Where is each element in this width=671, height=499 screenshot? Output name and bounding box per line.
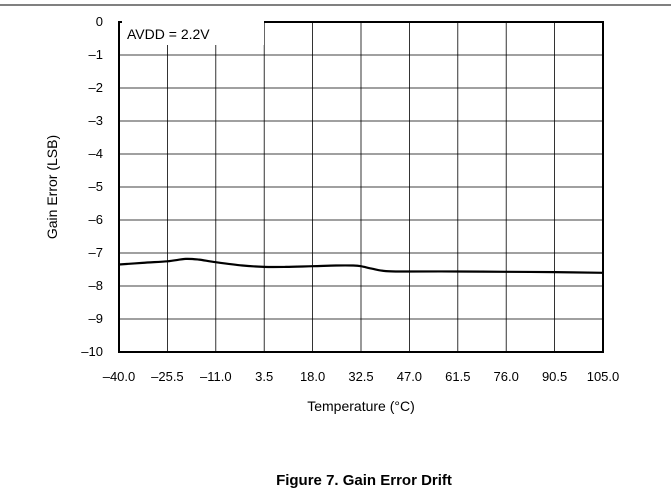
- x-tick-label: 3.5: [255, 369, 273, 384]
- x-tick-label: 32.5: [348, 369, 373, 384]
- x-tick-label: 105.0: [587, 369, 620, 384]
- x-tick-label: 18.0: [300, 369, 325, 384]
- series-group: [118, 257, 604, 274]
- x-tick-label: –40.0: [103, 369, 136, 384]
- grid: [119, 22, 603, 352]
- y-tick-label: –6: [89, 212, 103, 227]
- y-tick-label: –4: [89, 146, 103, 161]
- y-tick-label: –3: [89, 113, 103, 128]
- x-tick-label: –25.5: [151, 369, 184, 384]
- x-axis-title: Temperature (°C): [307, 398, 415, 414]
- y-tick-label: –10: [81, 344, 103, 359]
- annotation-group: AVDD = 2.2V: [122, 21, 264, 45]
- x-tick-label: 76.0: [494, 369, 519, 384]
- y-tick-label: –2: [89, 80, 103, 95]
- plot-frame: [118, 21, 604, 353]
- plot-border: [118, 21, 604, 353]
- figure-caption: Figure 7. Gain Error Drift: [276, 472, 452, 489]
- x-tick-label: –11.0: [200, 369, 232, 384]
- annotation-background: [122, 21, 264, 45]
- y-tick-labels: 0 –1 –2 –3 –4 –5 –6 –7 –8 –9 –10: [81, 14, 103, 359]
- y-tick-label: –8: [89, 278, 103, 293]
- x-tick-label: 47.0: [397, 369, 422, 384]
- x-tick-labels: –40.0 –25.5 –11.0 3.5 18.0 32.5 47.0 61.5 76.0 90…: [103, 369, 620, 384]
- annotation-label: AVDD = 2.2V: [127, 26, 210, 42]
- y-tick-label: –9: [89, 311, 103, 326]
- y-tick-label: –7: [89, 245, 103, 260]
- x-tick-label: 90.5: [542, 369, 567, 384]
- series-line: [118, 257, 604, 274]
- x-tick-label: 61.5: [445, 369, 470, 384]
- y-tick-label: 0: [96, 14, 103, 29]
- y-tick-label: –1: [89, 47, 103, 62]
- y-axis-title: Gain Error (LSB): [44, 135, 60, 239]
- y-tick-label: –5: [89, 179, 103, 194]
